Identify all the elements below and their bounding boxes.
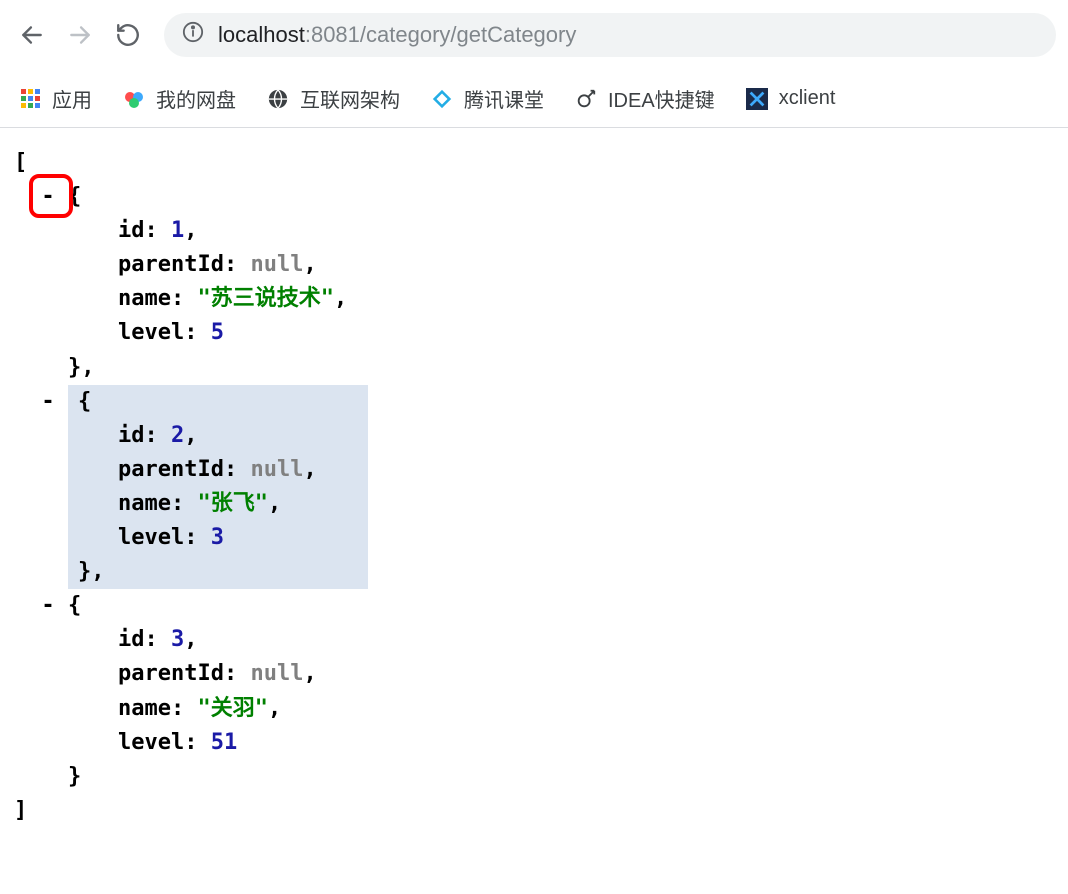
json-key: name (118, 696, 171, 721)
bookmarks-bar: 应用 我的网盘 互联网架构 腾讯课堂 IDEA快捷键 xclient (0, 70, 1068, 128)
site-info-icon[interactable] (182, 21, 204, 49)
bookmark-idea[interactable]: IDEA快捷键 (574, 84, 715, 113)
json-value: "关羽" (197, 696, 268, 721)
url-text: localhost:8081/category/getCategory (218, 22, 576, 48)
address-bar[interactable]: localhost:8081/category/getCategory (164, 13, 1056, 57)
forward-button[interactable] (60, 15, 100, 55)
json-key: parentId (118, 457, 224, 482)
bookmark-arch[interactable]: 互联网架构 (266, 84, 400, 113)
json-key: name (118, 491, 171, 516)
reload-button[interactable] (108, 15, 148, 55)
apps-icon (18, 87, 42, 111)
array-close-bracket: ] (14, 794, 1054, 828)
json-viewer: [ - { id: 1, parentId: null, name: "苏三说技… (0, 128, 1068, 846)
json-key: level (118, 525, 184, 550)
json-value: null (250, 661, 303, 686)
back-button[interactable] (12, 15, 52, 55)
json-key: parentId (118, 252, 224, 277)
json-value: null (250, 252, 303, 277)
json-value: 5 (211, 320, 224, 345)
array-open-bracket: [ (14, 146, 1054, 180)
json-key: level (118, 320, 184, 345)
bookmark-label: xclient (779, 87, 836, 110)
bookmark-tencent[interactable]: 腾讯课堂 (430, 84, 544, 113)
xclient-icon (745, 87, 769, 111)
json-key: parentId (118, 661, 224, 686)
bookmark-baidu[interactable]: 我的网盘 (122, 84, 236, 113)
json-key: id (118, 423, 145, 448)
json-key: name (118, 286, 171, 311)
json-object-highlighted: - { id: 2, parentId: null, name: "张飞", l… (14, 385, 1054, 590)
json-object: - { id: 1, parentId: null, name: "苏三说技术"… (14, 180, 1054, 385)
tencent-class-icon (430, 87, 454, 111)
json-key: id (118, 627, 145, 652)
json-value: 3 (171, 627, 184, 652)
json-object: - { id: 3, parentId: null, name: "关羽", l… (14, 589, 1054, 794)
globe-icon (266, 87, 290, 111)
bookmark-label: 我的网盘 (156, 84, 236, 113)
json-key: level (118, 730, 184, 755)
json-value: "苏三说技术" (197, 286, 334, 311)
json-key: id (118, 218, 145, 243)
json-value: 1 (171, 218, 184, 243)
json-value: null (250, 457, 303, 482)
bookmark-label: 互联网架构 (300, 84, 400, 113)
bookmark-label: 应用 (52, 84, 92, 113)
bookmark-apps[interactable]: 应用 (18, 84, 92, 113)
json-value: 51 (211, 730, 238, 755)
collapse-toggle[interactable]: - (38, 385, 58, 419)
bookmark-label: IDEA快捷键 (608, 84, 715, 113)
json-value: "张飞" (197, 491, 268, 516)
bookmark-xclient[interactable]: xclient (745, 87, 836, 111)
browser-toolbar: localhost:8081/category/getCategory (0, 0, 1068, 70)
collapse-toggle[interactable]: - (38, 180, 58, 214)
json-value: 3 (211, 525, 224, 550)
url-path: :8081/category/getCategory (305, 22, 577, 47)
url-host: localhost (218, 22, 305, 47)
collapse-toggle[interactable]: - (38, 589, 58, 623)
json-value: 2 (171, 423, 184, 448)
bookmark-label: 腾讯课堂 (464, 84, 544, 113)
baidu-pan-icon (122, 87, 146, 111)
idea-icon (574, 87, 598, 111)
highlighted-region: { id: 2, parentId: null, name: "张飞", lev… (68, 385, 368, 590)
